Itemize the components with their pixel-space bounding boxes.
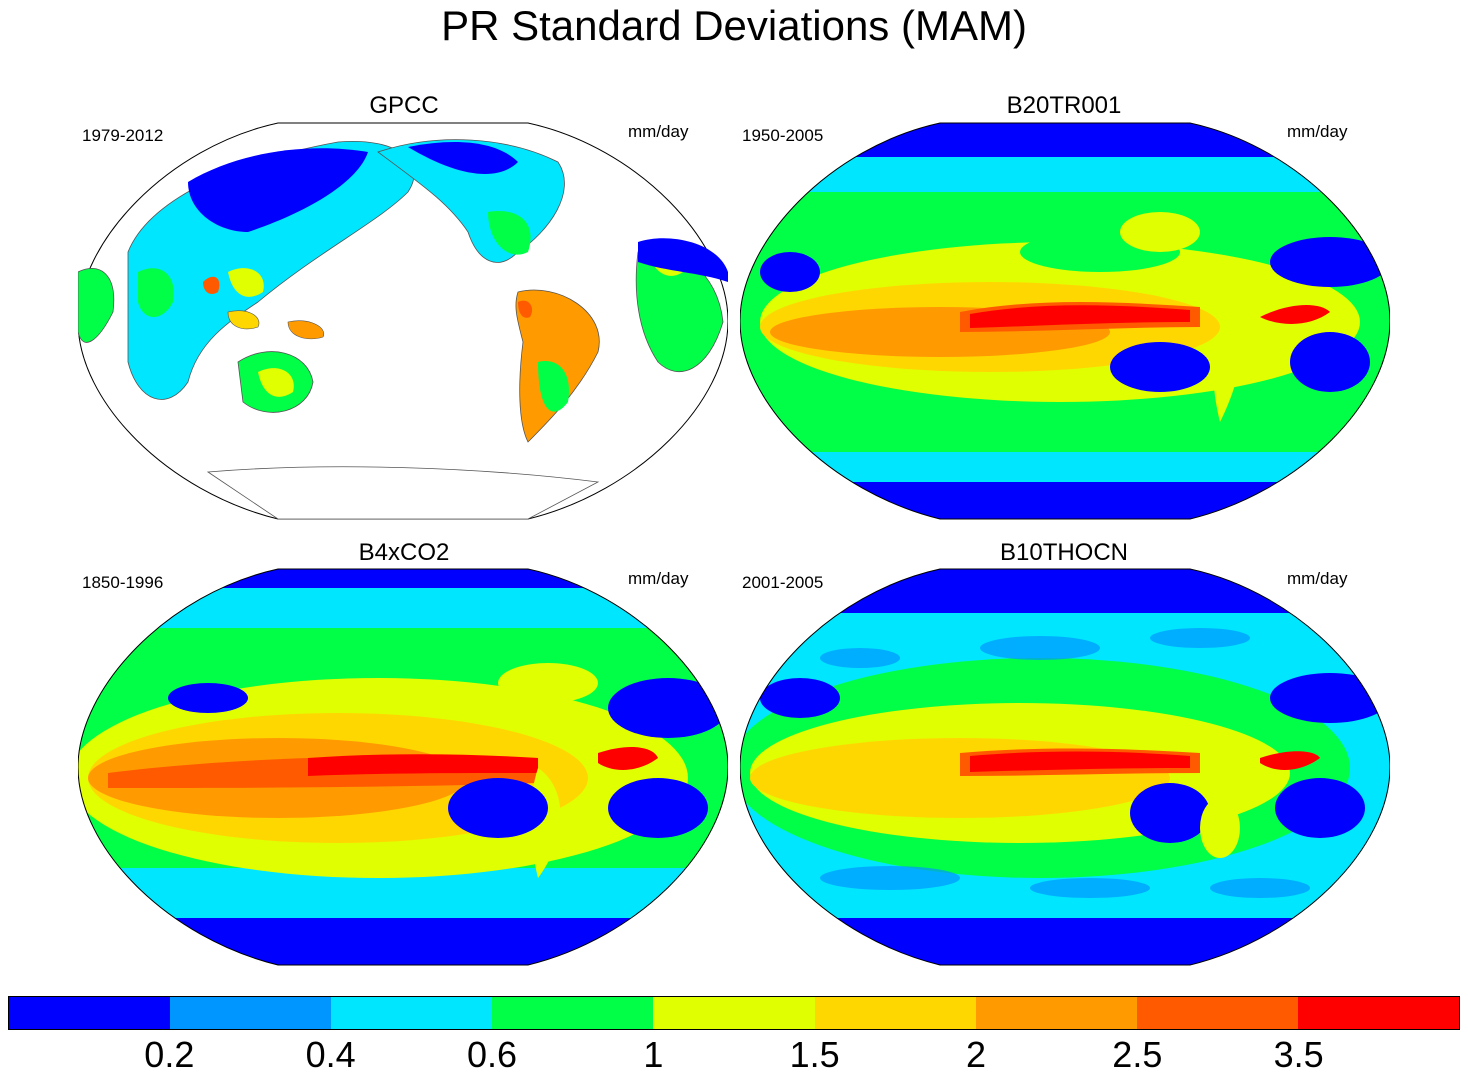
colorbar-segment <box>975 997 1137 1029</box>
gpcc-land <box>78 139 728 520</box>
panel-title-b20tr001: B20TR001 <box>1006 92 1122 119</box>
colorbar-segment <box>1297 997 1459 1029</box>
colorbar-tick-label: 0.2 <box>144 1034 195 1075</box>
panel-title-b4xco2: B4xCO2 <box>358 539 450 566</box>
colorbar-tick-label: 0.6 <box>466 1034 518 1075</box>
colorbar <box>8 996 1460 1030</box>
colorbar-tick-label: 1 <box>643 1034 664 1075</box>
colorbar-segment <box>170 997 332 1029</box>
map-b20tr001 <box>740 122 1390 520</box>
colorbar-segment <box>653 997 815 1029</box>
map-gpcc <box>78 122 728 520</box>
colorbar-segment <box>9 997 171 1029</box>
panel-period-b20tr001: 1950-2005 <box>742 126 824 145</box>
panel-units-gpcc: mm/day <box>628 122 689 141</box>
colorbar-segment <box>1136 997 1298 1029</box>
colorbar-segment <box>814 997 976 1029</box>
colorbar-tick-label: 1.5 <box>789 1034 840 1075</box>
colorbar-segment <box>492 997 654 1029</box>
colorbar-tick-label: 2.5 <box>1112 1034 1163 1075</box>
colorbar-tick-label: 3.5 <box>1273 1034 1324 1075</box>
panel-title-gpcc: GPCC <box>369 92 439 119</box>
panel-units-b10thocn: mm/day <box>1287 569 1348 588</box>
panel-period-b4xco2: 1850-1996 <box>82 573 164 592</box>
colorbar-segment <box>331 997 493 1029</box>
panel-period-gpcc: 1979-2012 <box>82 126 164 145</box>
colorbar-tick-label: 2 <box>965 1034 987 1075</box>
panel-units-b20tr001: mm/day <box>1287 122 1348 141</box>
colorbar-tick-label: 0.4 <box>305 1034 356 1075</box>
map-b4xco2 <box>78 568 728 966</box>
panel-title-b10thocn: B10THOCN <box>999 539 1129 566</box>
map-b10thocn <box>740 568 1390 966</box>
panel-period-b10thocn: 2001-2005 <box>742 573 824 592</box>
figure-title: PR Standard Deviations (MAM) <box>441 2 1027 49</box>
panel-units-b4xco2: mm/day <box>628 569 689 588</box>
